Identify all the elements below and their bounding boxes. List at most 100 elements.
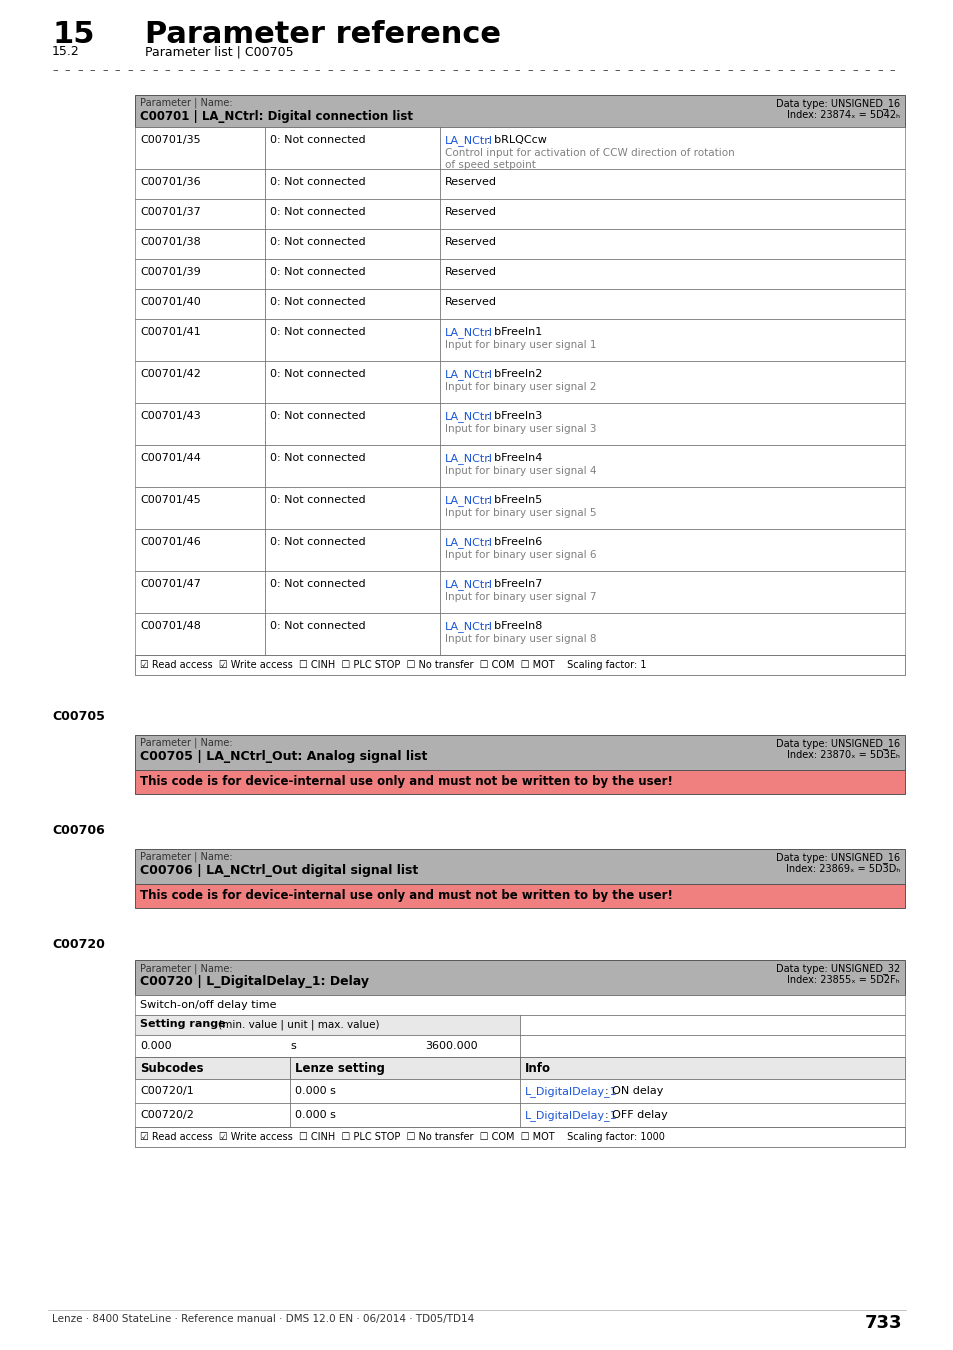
Text: –: – [352,65,357,76]
Text: 15.2: 15.2 [52,45,80,58]
Bar [135,734,904,770]
Text: C00720 | L_DigitalDelay_1: Delay: C00720 | L_DigitalDelay_1: Delay [140,975,369,988]
Text: –: – [90,65,95,76]
Text: : bFreeIn1: : bFreeIn1 [486,327,541,338]
Text: –: – [751,65,757,76]
Text: 0: Not connected: 0: Not connected [270,621,365,630]
Text: –: – [664,65,669,76]
Text: 15: 15 [52,20,94,49]
Text: C00706 | LA_NCtrl_Out digital signal list: C00706 | LA_NCtrl_Out digital signal lis… [140,864,417,878]
Text: –: – [190,65,195,76]
Bar [135,1015,519,1035]
Text: –: – [789,65,794,76]
Bar [135,404,265,446]
Text: –: – [264,65,270,76]
Text: Parameter | Name:: Parameter | Name: [140,852,233,863]
Text: LA_NCtrl: LA_NCtrl [444,537,493,548]
Text: –: – [577,65,582,76]
Text: Lenze · 8400 StateLine · Reference manual · DMS 12.0 EN · 06/2014 · TD05/TD14: Lenze · 8400 StateLine · Reference manua… [52,1314,474,1324]
Bar [265,127,439,169]
Bar [135,198,265,230]
Bar [519,1079,904,1103]
Text: –: – [289,65,294,76]
Text: Index: 23870ₓ = 5D3Eₕ: Index: 23870ₓ = 5D3Eₕ [786,751,899,760]
Text: Reserved: Reserved [444,177,497,188]
Text: –: – [714,65,720,76]
Bar [135,995,904,1015]
Bar [135,1103,290,1127]
Text: –: – [427,65,432,76]
Text: Parameter | Name:: Parameter | Name: [140,963,233,973]
Text: –: – [689,65,695,76]
Text: Setting range: Setting range [140,1019,226,1029]
Text: Index: 23855ₓ = 5D2Fₕ: Index: 23855ₓ = 5D2Fₕ [786,975,899,985]
Text: LA_NCtrl: LA_NCtrl [444,579,493,590]
Bar [135,1057,290,1079]
Text: 0.000 s: 0.000 s [294,1110,335,1120]
Text: Index: 23869ₓ = 5D3Dₕ: Index: 23869ₓ = 5D3Dₕ [785,864,899,873]
Bar [265,529,439,571]
Text: C00701/47: C00701/47 [140,579,201,589]
Text: 0: Not connected: 0: Not connected [270,135,365,144]
Bar [135,571,265,613]
Text: 0: Not connected: 0: Not connected [270,327,365,338]
Text: LA_NCtrl: LA_NCtrl [444,369,493,379]
Text: –: – [801,65,807,76]
Bar [439,289,904,319]
Text: 0.000: 0.000 [140,1041,172,1052]
Text: : bRLQCcw: : bRLQCcw [486,135,546,144]
Bar [265,360,439,404]
Text: –: – [239,65,245,76]
Text: Input for binary user signal 1: Input for binary user signal 1 [444,340,596,350]
Text: Parameter list | C00705: Parameter list | C00705 [145,45,294,58]
Text: LA_NCtrl: LA_NCtrl [444,495,493,506]
Bar [265,169,439,198]
Text: –: – [851,65,857,76]
Bar [135,1035,519,1057]
Text: –: – [763,65,769,76]
Text: –: – [863,65,869,76]
Bar [135,487,265,529]
Text: Input for binary user signal 2: Input for binary user signal 2 [444,382,596,391]
Text: Data type: UNSIGNED_16: Data type: UNSIGNED_16 [775,852,899,863]
Bar [439,230,904,259]
Text: Reserved: Reserved [444,267,497,277]
Bar [265,289,439,319]
Text: 0: Not connected: 0: Not connected [270,495,365,505]
Bar [135,655,904,675]
Text: C00701/38: C00701/38 [140,238,200,247]
Bar [439,169,904,198]
Bar [439,319,904,360]
Text: 0: Not connected: 0: Not connected [270,410,365,421]
Text: LA_NCtrl: LA_NCtrl [444,327,493,338]
Bar [265,198,439,230]
Text: This code is for device-internal use only and must not be written to by the user: This code is for device-internal use onl… [140,890,672,902]
Text: This code is for device-internal use only and must not be written to by the user: This code is for device-internal use onl… [140,775,672,788]
Text: Data type: UNSIGNED_16: Data type: UNSIGNED_16 [775,738,899,749]
Bar [265,230,439,259]
Text: Input for binary user signal 6: Input for binary user signal 6 [444,549,596,560]
Bar [439,487,904,529]
Text: C00701/42: C00701/42 [140,369,201,379]
Text: Reserved: Reserved [444,207,497,217]
Text: –: – [214,65,220,76]
Text: –: – [164,65,170,76]
Text: : ON delay: : ON delay [604,1085,662,1096]
Bar [135,360,265,404]
Bar [135,95,904,127]
Text: –: – [376,65,382,76]
Text: –: – [501,65,507,76]
Bar [135,230,265,259]
Text: Input for binary user signal 8: Input for binary user signal 8 [444,634,596,644]
Bar [135,884,904,909]
Text: –: – [439,65,445,76]
Text: –: – [364,65,370,76]
Bar [135,960,904,995]
Text: –: – [339,65,345,76]
Text: 0: Not connected: 0: Not connected [270,454,365,463]
Text: –: – [639,65,644,76]
Text: –: – [52,65,57,76]
Text: –: – [452,65,457,76]
Text: Data type: UNSIGNED_16: Data type: UNSIGNED_16 [775,99,899,109]
Text: –: – [276,65,282,76]
